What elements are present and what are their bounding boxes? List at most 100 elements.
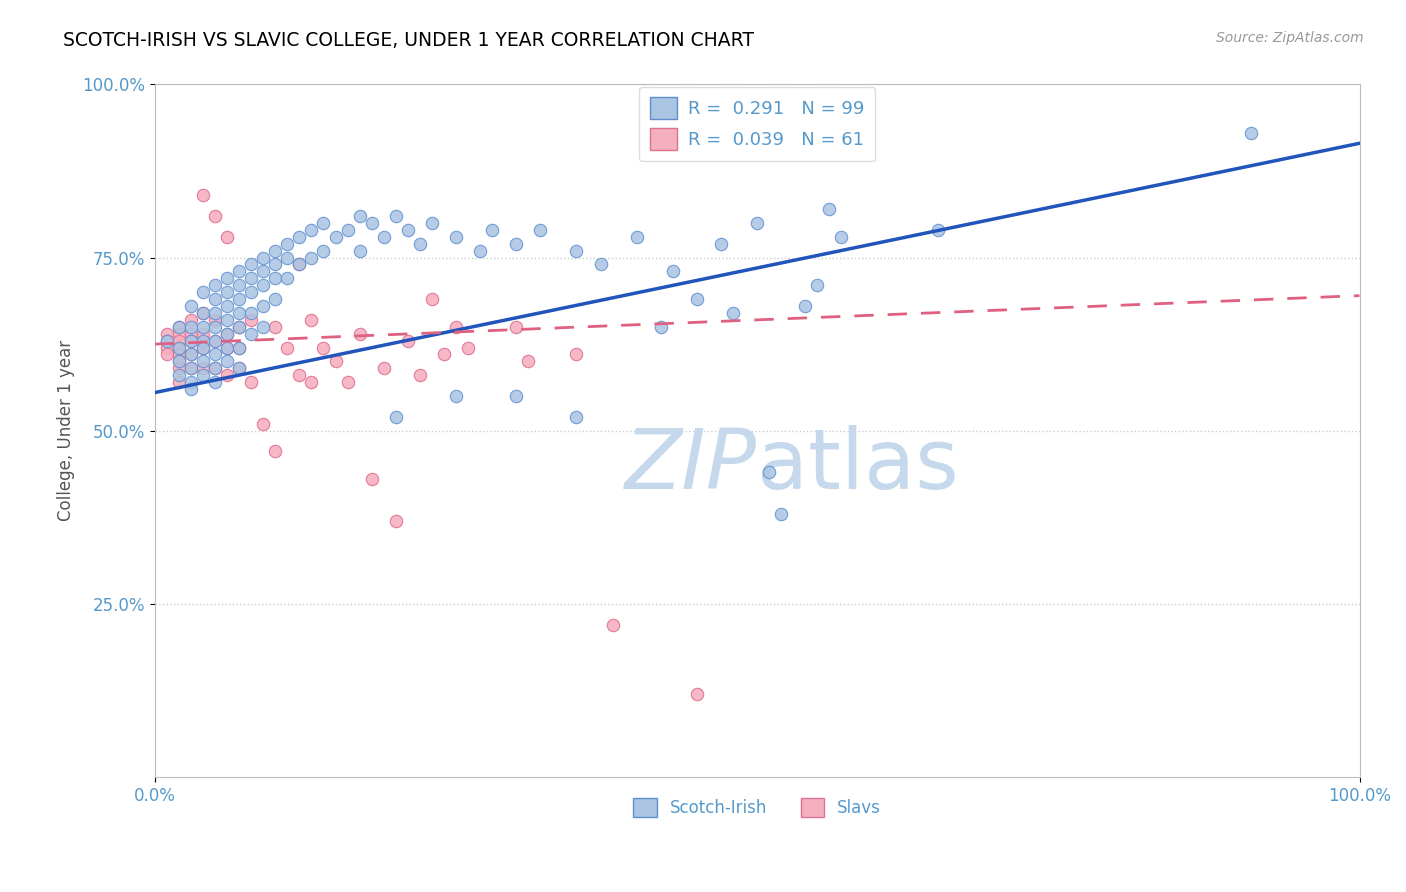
Point [602, 617, 624, 632]
Point [167, 319, 190, 334]
Point [325, 229, 347, 244]
Point [240, 306, 263, 320]
Point [433, 347, 456, 361]
Point [349, 326, 371, 341]
Point [191, 319, 214, 334]
Point [301, 313, 323, 327]
Text: Source: ZipAtlas.com: Source: ZipAtlas.com [1216, 31, 1364, 45]
Point [167, 341, 190, 355]
Point [180, 334, 202, 348]
Point [650, 319, 672, 334]
Point [217, 285, 239, 300]
Legend: Scotch-Irish, Slavs: Scotch-Irish, Slavs [627, 791, 887, 824]
Point [167, 341, 190, 355]
Point [217, 354, 239, 368]
Point [167, 375, 190, 389]
Point [252, 319, 274, 334]
Point [336, 223, 359, 237]
Text: SCOTCH-IRISH VS SLAVIC COLLEGE, UNDER 1 YEAR CORRELATION CHART: SCOTCH-IRISH VS SLAVIC COLLEGE, UNDER 1 … [63, 31, 754, 50]
Point [191, 361, 214, 376]
Point [589, 257, 612, 271]
Point [217, 299, 239, 313]
Point [252, 278, 274, 293]
Point [396, 223, 419, 237]
Point [806, 278, 828, 293]
Point [373, 229, 395, 244]
Point [191, 341, 214, 355]
Point [167, 334, 190, 348]
Point [156, 334, 179, 348]
Point [312, 244, 335, 258]
Point [228, 319, 250, 334]
Point [191, 306, 214, 320]
Point [240, 326, 263, 341]
Point [747, 216, 769, 230]
Point [240, 285, 263, 300]
Point [276, 251, 298, 265]
Point [204, 334, 226, 348]
Point [360, 216, 382, 230]
Point [180, 347, 202, 361]
Point [409, 368, 432, 383]
Point [264, 257, 287, 271]
Point [252, 299, 274, 313]
Point [191, 188, 214, 202]
Point [240, 257, 263, 271]
Point [240, 375, 263, 389]
Point [191, 368, 214, 383]
Point [565, 409, 588, 424]
Point [217, 271, 239, 285]
Point [167, 354, 190, 368]
Point [191, 341, 214, 355]
Point [180, 319, 202, 334]
Point [288, 229, 311, 244]
Point [167, 347, 190, 361]
Point [240, 313, 263, 327]
Point [288, 368, 311, 383]
Point [191, 306, 214, 320]
Point [565, 347, 588, 361]
Point [204, 319, 226, 334]
Point [505, 389, 527, 403]
Point [505, 236, 527, 251]
Point [228, 341, 250, 355]
Point [288, 257, 311, 271]
Point [349, 209, 371, 223]
Point [167, 319, 190, 334]
Point [384, 409, 406, 424]
Point [325, 354, 347, 368]
Point [818, 202, 841, 216]
Point [204, 278, 226, 293]
Point [312, 216, 335, 230]
Point [228, 319, 250, 334]
Point [228, 264, 250, 278]
Point [191, 285, 214, 300]
Point [228, 306, 250, 320]
Point [626, 229, 648, 244]
Point [156, 326, 179, 341]
Point [396, 334, 419, 348]
Point [457, 341, 479, 355]
Point [217, 368, 239, 383]
Point [301, 251, 323, 265]
Point [217, 229, 239, 244]
Point [217, 326, 239, 341]
Point [180, 382, 202, 396]
Point [156, 341, 179, 355]
Point [204, 347, 226, 361]
Point [228, 361, 250, 376]
Point [384, 209, 406, 223]
Point [758, 465, 780, 479]
Point [191, 326, 214, 341]
Point [336, 375, 359, 389]
Point [444, 389, 467, 403]
Point [517, 354, 540, 368]
Point [409, 236, 432, 251]
Point [228, 361, 250, 376]
Point [204, 334, 226, 348]
Point [204, 209, 226, 223]
Point [228, 278, 250, 293]
Point [228, 292, 250, 306]
Point [420, 292, 443, 306]
Point [264, 444, 287, 458]
